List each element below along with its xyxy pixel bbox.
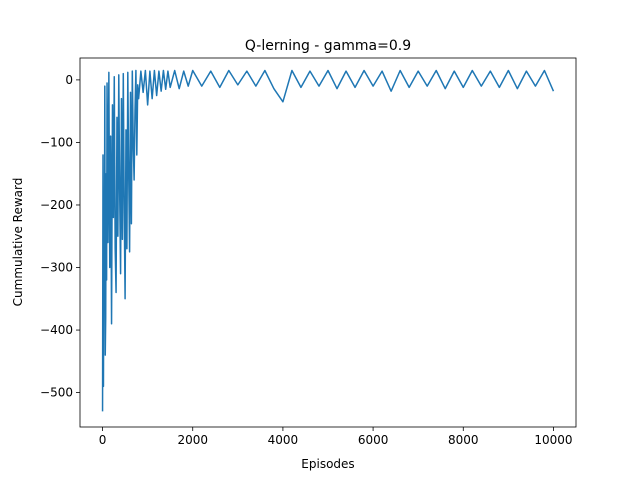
y-tick-label: −400 <box>40 323 73 337</box>
y-tick-label: 0 <box>65 73 73 87</box>
x-tick-label: 0 <box>99 433 107 447</box>
chart-title: Q-lerning - gamma=0.9 <box>245 38 411 54</box>
y-tick-label: −500 <box>40 386 73 400</box>
y-tick-label: −300 <box>40 261 73 275</box>
y-axis-label: Cummulative Reward <box>11 178 25 307</box>
x-tick-label: 10000 <box>534 433 572 447</box>
x-tick-label: 8000 <box>448 433 479 447</box>
y-tick-label: −200 <box>40 198 73 212</box>
y-tick-label: −100 <box>40 135 73 149</box>
x-tick-label: 2000 <box>177 433 208 447</box>
plot-area <box>79 57 577 428</box>
y-tick-layer: 0 −100 −200 −300 −400 −500 <box>40 73 80 400</box>
x-axis-label: Episodes <box>301 457 354 471</box>
series-line <box>101 69 555 412</box>
series-layer <box>101 69 555 412</box>
axes-frame <box>79 57 577 428</box>
x-tick-layer: 0 2000 4000 6000 8000 10000 <box>99 427 573 447</box>
x-tick-label: 6000 <box>358 433 389 447</box>
x-tick-label: 4000 <box>268 433 299 447</box>
